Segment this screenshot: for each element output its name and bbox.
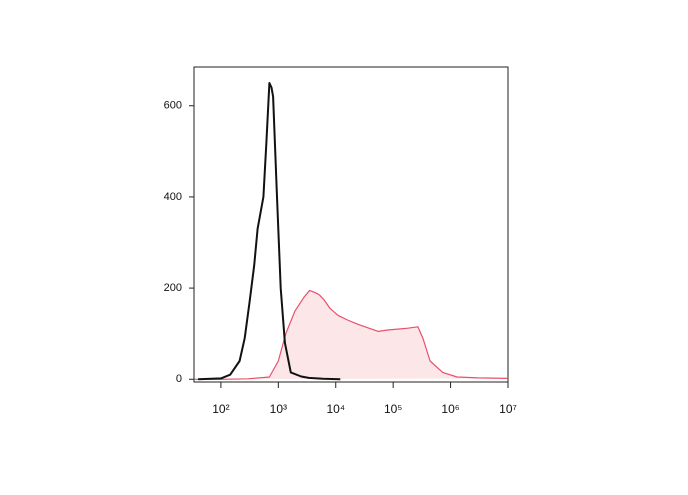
histogram-curve [194, 289, 509, 380]
x-tick-label: 10⁴ [326, 402, 345, 416]
x-tick-label: 10² [212, 402, 229, 416]
y-tick-label: 400 [164, 191, 182, 203]
y-tick-label: 0 [176, 373, 182, 385]
histogram-curve [198, 82, 341, 381]
x-tick-label: 10⁷ [499, 402, 517, 416]
plot-frame [193, 66, 509, 383]
x-tick-label: 10⁵ [384, 402, 402, 416]
x-tick-label: 10⁶ [441, 402, 459, 416]
x-tick-label: 10³ [270, 402, 287, 416]
y-tick-label: 600 [164, 100, 182, 112]
y-tick-label: 200 [164, 282, 182, 294]
